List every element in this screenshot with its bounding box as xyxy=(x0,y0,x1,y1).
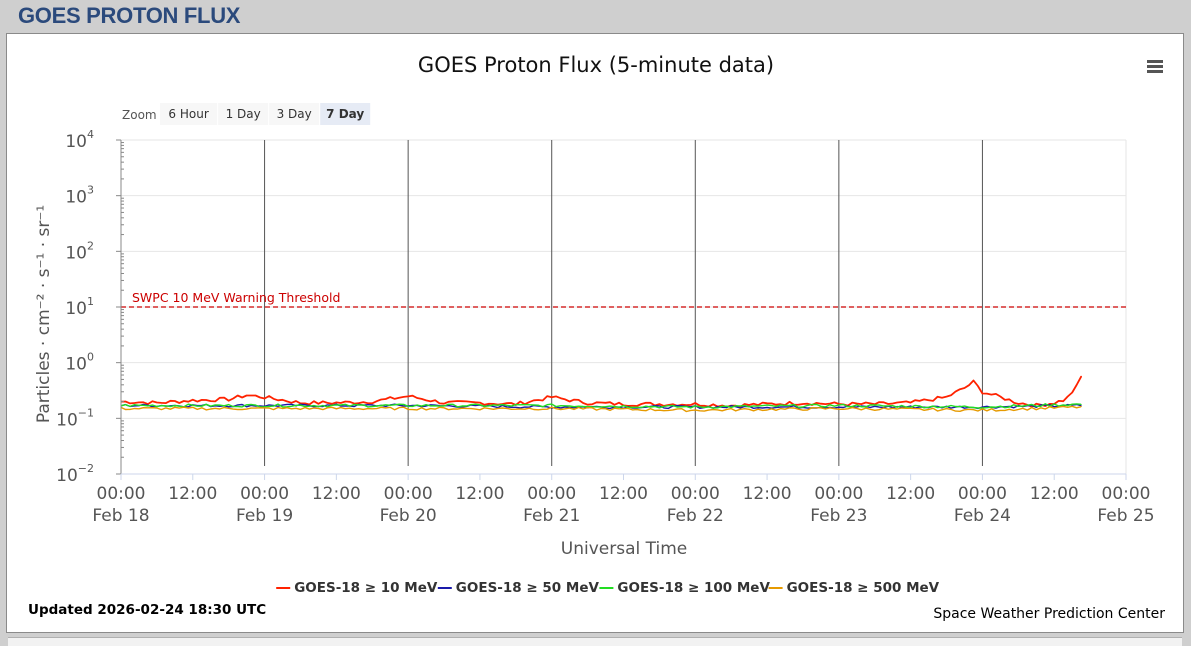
x-tick-date: Feb 22 xyxy=(667,506,724,526)
y-tick-base: 10 xyxy=(65,243,87,263)
zoom-button-label: 1 Day xyxy=(226,107,261,121)
legend-item-4[interactable]: GOES-18 ≥ 500 MeV xyxy=(768,580,940,596)
series-line-1 xyxy=(120,375,1082,408)
y-tick-base: 10 xyxy=(65,299,87,319)
y-tick-label: 102 xyxy=(65,239,94,263)
chart-grid xyxy=(121,139,1127,475)
x-tick-label: 12:00 xyxy=(1030,484,1079,504)
x-tick-label: 00:00 xyxy=(97,484,146,504)
x-tick-label: 00:00 xyxy=(240,484,289,504)
y-tick-label: 101 xyxy=(65,295,94,319)
zoom-button-1-day[interactable]: 1 Day xyxy=(218,103,269,125)
x-tick-label: 12:00 xyxy=(312,484,361,504)
y-tick-exponent: 1 xyxy=(87,295,94,308)
x-tick-date: Feb 20 xyxy=(380,506,437,526)
credit-label: Space Weather Prediction Center xyxy=(933,606,1165,622)
menu-icon[interactable] xyxy=(1147,60,1163,73)
legend-label: GOES-18 ≥ 500 MeV xyxy=(787,580,940,596)
x-tick-label: 12:00 xyxy=(743,484,792,504)
y-tick-exponent: 3 xyxy=(87,184,94,197)
header-bar: GOES PROTON FLUX xyxy=(0,0,1191,32)
y-tick-label: 10−1 xyxy=(56,406,94,430)
chart-panel: GOES Proton Flux (5-minute data) Zoom 6 … xyxy=(6,33,1184,633)
x-tick-label: 00:00 xyxy=(527,484,576,504)
y-tick-base: 10 xyxy=(56,410,78,430)
x-tick-label: 12:00 xyxy=(886,484,935,504)
legend-item-1[interactable]: GOES-18 ≥ 10 MeV xyxy=(276,580,438,596)
zoom-button-bg xyxy=(269,103,320,125)
y-axis-title: Particles · cm⁻² · s⁻¹ · sr⁻¹ xyxy=(34,205,54,423)
x-tick-label: 00:00 xyxy=(384,484,433,504)
x-axis-title: Universal Time xyxy=(561,539,687,559)
chart-title: GOES Proton Flux (5-minute data) xyxy=(418,53,774,77)
x-tick-date: Feb 18 xyxy=(92,506,149,526)
x-tick-date: Feb 25 xyxy=(1097,506,1154,526)
x-tick-label: 00:00 xyxy=(1102,484,1151,504)
zoom-label: Zoom xyxy=(122,108,157,122)
y-tick-exponent: −2 xyxy=(78,462,94,475)
zoom-controls: Zoom 6 Hour 1 Day 3 Day 7 Day xyxy=(122,103,371,125)
x-tick-date: Feb 23 xyxy=(810,506,867,526)
zoom-button-bg xyxy=(218,103,269,125)
legend: GOES-18 ≥ 10 MeV GOES-18 ≥ 50 MeV GOES-18 … xyxy=(276,580,940,596)
x-tick-label: 00:00 xyxy=(958,484,1007,504)
zoom-button-7-day[interactable]: 7 Day xyxy=(320,103,371,125)
legend-item-3[interactable]: GOES-18 ≥ 100 MeV xyxy=(599,580,770,596)
x-tick-label: 00:00 xyxy=(671,484,720,504)
threshold-group: SWPC 10 MeV Warning Threshold xyxy=(121,290,1126,308)
y-tick-label: 104 xyxy=(65,128,94,152)
legend-label: GOES-18 ≥ 100 MeV xyxy=(617,580,770,596)
y-tick-base: 10 xyxy=(56,466,78,486)
y-tick-label: 103 xyxy=(65,184,94,208)
series-lines xyxy=(120,375,1082,413)
zoom-button-bg xyxy=(160,103,218,125)
y-tick-base: 10 xyxy=(65,188,87,208)
x-tick-label: 12:00 xyxy=(599,484,648,504)
y-tick-base: 10 xyxy=(65,132,87,152)
series-line-3 xyxy=(120,403,1082,409)
x-tick-label: 00:00 xyxy=(814,484,863,504)
legend-label: GOES-18 ≥ 50 MeV xyxy=(456,580,600,596)
page-title: GOES PROTON FLUX xyxy=(18,3,241,28)
day-boundaries xyxy=(264,140,983,466)
x-tick-date: Feb 19 xyxy=(236,506,293,526)
y-tick-label: 10−2 xyxy=(56,462,94,486)
legend-label: GOES-18 ≥ 10 MeV xyxy=(294,580,438,596)
legend-item-2[interactable]: GOES-18 ≥ 50 MeV xyxy=(437,580,600,596)
y-tick-exponent: −1 xyxy=(78,406,94,419)
x-tick-label: 12:00 xyxy=(455,484,504,504)
y-tick-exponent: 2 xyxy=(87,239,94,252)
zoom-button-bg xyxy=(320,103,371,125)
zoom-button-label: 7 Day xyxy=(326,107,364,121)
bottom-strip xyxy=(8,637,1182,646)
threshold-label: SWPC 10 MeV Warning Threshold xyxy=(132,290,340,305)
x-tick-label: 12:00 xyxy=(168,484,217,504)
zoom-button-label: 6 Hour xyxy=(168,107,208,121)
zoom-button-6-hour[interactable]: 6 Hour xyxy=(160,103,218,125)
y-tick-label: 100 xyxy=(65,351,94,375)
series-line-4 xyxy=(120,405,1082,413)
y-tick-exponent: 4 xyxy=(87,128,94,141)
zoom-button-label: 3 Day xyxy=(277,107,312,121)
updated-timestamp: Updated 2026-02-24 18:30 UTC xyxy=(28,602,266,618)
zoom-button-3-day[interactable]: 3 Day xyxy=(269,103,320,125)
y-tick-exponent: 0 xyxy=(87,351,94,364)
x-tick-date: Feb 24 xyxy=(954,506,1011,526)
x-tick-date: Feb 21 xyxy=(523,506,580,526)
proton-flux-chart: GOES Proton Flux (5-minute data) Zoom 6 … xyxy=(28,53,1165,622)
y-tick-base: 10 xyxy=(65,355,87,375)
